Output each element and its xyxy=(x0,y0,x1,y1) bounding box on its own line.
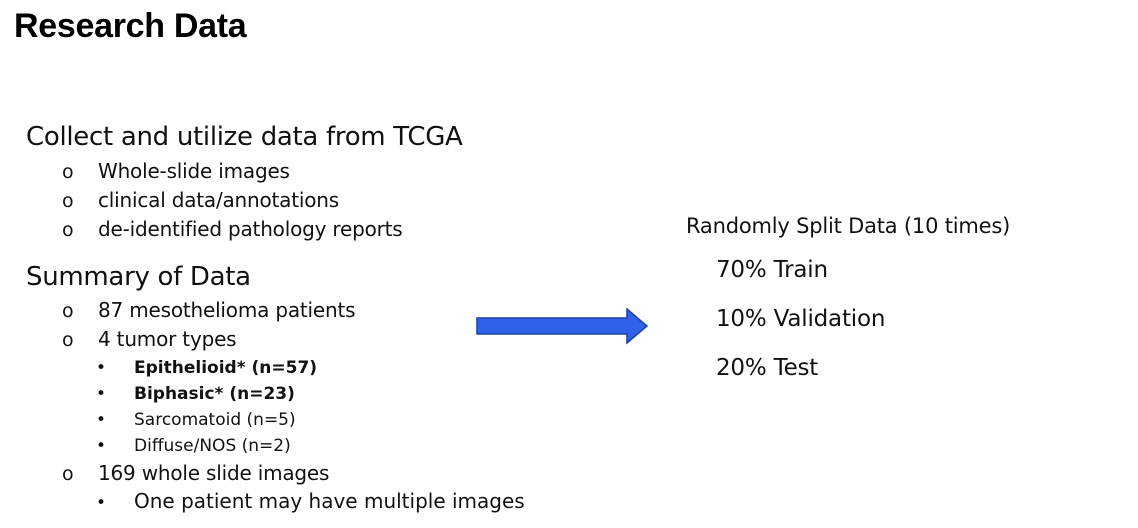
tumor-type-item: • Sarcomatoid (n=5) xyxy=(96,408,296,432)
slides-text: 169 whole slide images xyxy=(98,461,329,485)
collect-item: o de-identified pathology reports xyxy=(62,216,403,243)
bullet-dot: • xyxy=(96,434,134,458)
page-title: Research Data xyxy=(14,6,246,46)
tumor-type-item: • Biphasic* (n=23) xyxy=(96,382,295,406)
tumor-type-text: Diffuse/NOS (n=2) xyxy=(134,436,291,456)
split-test: 20% Test xyxy=(716,353,818,383)
collect-heading: Collect and utilize data from TCGA xyxy=(26,122,463,152)
bullet-o: o xyxy=(62,298,98,324)
split-validation: 10% Validation xyxy=(716,304,885,334)
bullet-o: o xyxy=(62,217,98,243)
collect-item-text: de-identified pathology reports xyxy=(98,217,403,241)
tumor-types-text: 4 tumor types xyxy=(98,327,236,351)
patients-text: 87 mesothelioma patients xyxy=(98,298,355,322)
split-train: 70% Train xyxy=(716,255,828,285)
bullet-dot: • xyxy=(96,382,134,406)
slides-note-text: One patient may have multiple images xyxy=(134,489,525,513)
tumor-type-text: Epithelioid* (n=57) xyxy=(134,358,317,378)
tumor-type-text: Sarcomatoid (n=5) xyxy=(134,410,296,430)
collect-item: o clinical data/annotations xyxy=(62,187,339,214)
bullet-dot: • xyxy=(96,408,134,432)
split-title: Randomly Split Data (10 times) xyxy=(686,212,1010,240)
summary-item-slides: o 169 whole slide images xyxy=(62,460,329,487)
summary-heading: Summary of Data xyxy=(26,262,251,292)
bullet-o: o xyxy=(62,327,98,353)
tumor-type-text: Biphasic* (n=23) xyxy=(134,384,295,404)
bullet-o: o xyxy=(62,461,98,487)
bullet-dot: • xyxy=(96,491,134,515)
bullet-o: o xyxy=(62,188,98,214)
collect-item-text: clinical data/annotations xyxy=(98,188,339,212)
right-arrow-icon xyxy=(475,307,649,345)
bullet-dot: • xyxy=(96,356,134,380)
tumor-type-item: • Epithelioid* (n=57) xyxy=(96,356,317,380)
tumor-type-item: • Diffuse/NOS (n=2) xyxy=(96,434,291,458)
collect-item: o Whole-slide images xyxy=(62,158,290,185)
collect-item-text: Whole-slide images xyxy=(98,159,290,183)
slides-note: • One patient may have multiple images xyxy=(96,489,525,515)
summary-item-patients: o 87 mesothelioma patients xyxy=(62,297,355,324)
bullet-o: o xyxy=(62,159,98,185)
